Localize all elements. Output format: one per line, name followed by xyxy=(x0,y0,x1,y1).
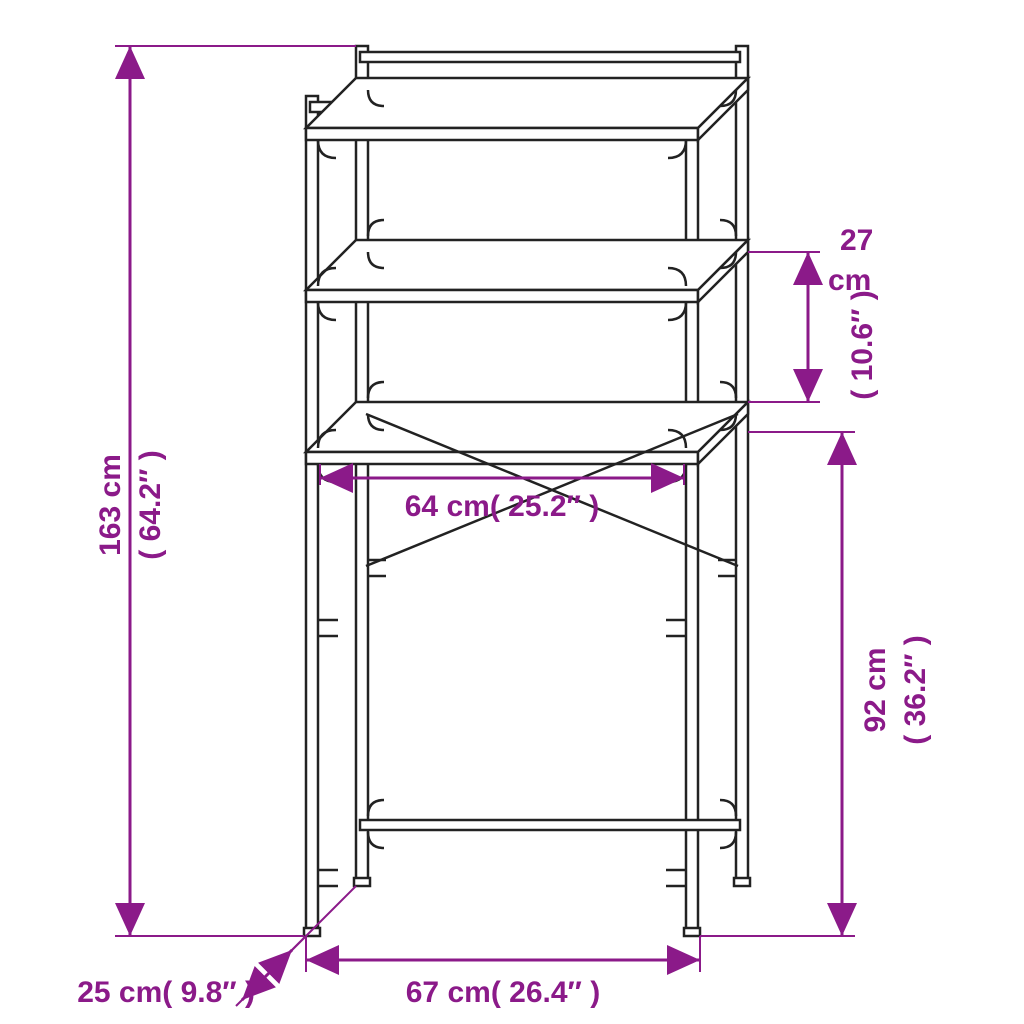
label-total-width-cm: 67 cm xyxy=(406,976,491,1009)
label-total-height-in: 64.2″ xyxy=(134,469,167,542)
gussets xyxy=(318,90,736,886)
label-lower-clear-in: 36.2″ xyxy=(899,654,932,727)
svg-text:( 36.2″ ): ( 36.2″ ) xyxy=(899,635,932,744)
dim-shelf-gap xyxy=(748,252,820,402)
svg-text:67 cm( 26.4″ ): 67 cm( 26.4″ ) xyxy=(406,976,601,1009)
label-inner-width-cm: 64 cm xyxy=(405,490,490,523)
svg-text:25 cm( 9.8″ ): 25 cm( 9.8″ ) xyxy=(77,976,255,1009)
rear-right-leg xyxy=(736,46,748,880)
label-total-width-in: 26.4″ xyxy=(509,976,582,1009)
label-inner-width-in: 25.2″ xyxy=(508,490,581,523)
svg-text:64 cm( 25.2″ ): 64 cm( 25.2″ ) xyxy=(405,490,600,523)
label-total-height-cm: 163 cm xyxy=(94,454,127,556)
dimension-diagram: 163 cm ( 64.2″ ) 92 cm ( 36.2″ ) 64 cm( … xyxy=(0,0,1024,1024)
svg-text:27: 27 xyxy=(840,224,873,257)
svg-text:( 10.6″ ): ( 10.6″ ) xyxy=(846,290,879,399)
front-left-leg xyxy=(306,96,318,930)
front-right-leg xyxy=(686,96,698,930)
svg-text:( 64.2″ ): ( 64.2″ ) xyxy=(134,450,167,559)
dim-inner-width: 64 cm( 25.2″ ) xyxy=(320,464,684,523)
label-lower-clear-cm: 92 cm xyxy=(859,647,892,732)
shelf-1 xyxy=(306,78,748,140)
dim-total-width: 67 cm( 26.4″ ) xyxy=(306,936,700,1009)
